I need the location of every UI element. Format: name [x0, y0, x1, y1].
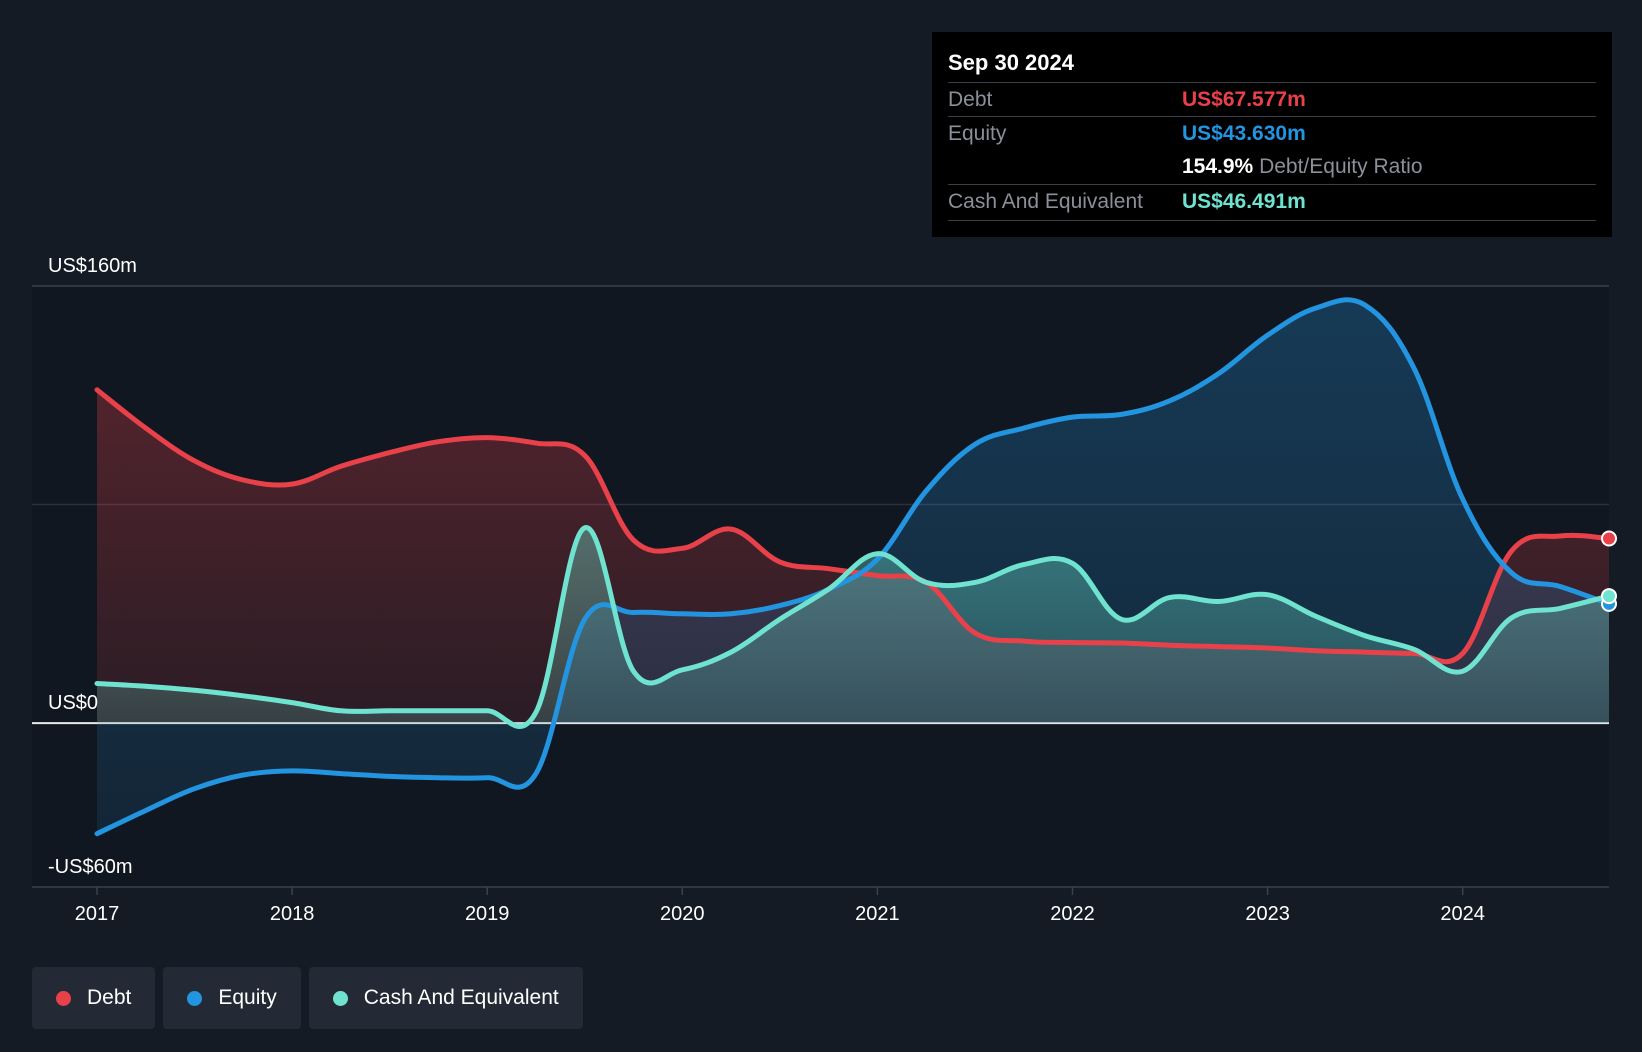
- equity-line: [94, 297, 1612, 837]
- series-end-markers: [1601, 530, 1617, 612]
- legend: Debt Equity Cash And Equivalent: [32, 967, 583, 1029]
- tooltip-divider: [948, 220, 1596, 221]
- x-tick-label: 2024: [1440, 903, 1485, 925]
- debt-area: [97, 389, 1609, 724]
- cash-dot-icon: [332, 990, 348, 1006]
- legend-item-debt[interactable]: Debt: [32, 967, 156, 1029]
- tooltip-panel: Sep 30 2024 Debt US$67.577m Equity US$43…: [932, 32, 1612, 237]
- cash-and-equivalent-line: [94, 525, 1612, 729]
- legend-cash-label: Cash And Equivalent: [363, 986, 559, 1009]
- tooltip-equity-value: US$43.630m: [1182, 122, 1306, 145]
- legend-item-cash[interactable]: Cash And Equivalent: [308, 967, 583, 1029]
- y-tick-label: -US$60m: [48, 856, 132, 878]
- series-areas: [97, 299, 1609, 834]
- tooltip-date: Sep 30 2024: [948, 50, 1074, 75]
- y-axis-labels: US$160m US$0 -US$60m: [48, 255, 137, 878]
- tooltip-row-cash: Cash And Equivalent US$46.491m: [948, 184, 1596, 219]
- tooltip-equity-label: Equity: [948, 122, 1007, 145]
- x-tick-label: 2017: [75, 903, 120, 925]
- debt-end-point[interactable]: [1601, 530, 1617, 547]
- tooltip-ratio: 154.9% Debt/Equity Ratio: [1182, 150, 1423, 184]
- tooltip-ratio-label: Debt/Equity Ratio: [1259, 155, 1423, 178]
- debt-dot-icon: [56, 990, 71, 1006]
- y-tick-label: US$160m: [48, 255, 137, 277]
- x-tick-label: 2019: [465, 903, 510, 925]
- tooltip-row-debt: Debt US$67.577m: [948, 82, 1596, 117]
- legend-item-equity[interactable]: Equity: [163, 967, 301, 1029]
- x-tick-label: 2018: [270, 903, 315, 925]
- tooltip-debt-value: US$67.577m: [1182, 88, 1306, 111]
- legend-debt-label: Debt: [87, 986, 132, 1009]
- tooltip-cash-label: Cash And Equivalent: [948, 190, 1143, 213]
- cash-and-equivalent-area: [97, 527, 1609, 727]
- x-tick-label: 2021: [855, 903, 900, 925]
- tooltip-ratio-value: 154.9%: [1182, 155, 1254, 178]
- tooltip-row-ratio: 154.9% Debt/Equity Ratio: [948, 150, 1596, 184]
- x-tick-label: 2023: [1245, 903, 1290, 925]
- x-tick-label: 2022: [1050, 903, 1095, 925]
- x-tick-label: 2020: [660, 903, 705, 925]
- x-axis-labels: 2017 2018 2019 2020 2021 2022 2023 2024: [75, 887, 1485, 925]
- tooltip-cash-value: US$46.491m: [1182, 190, 1306, 213]
- equity-dot-icon: [187, 990, 203, 1006]
- cash-and-equivalent-end-point[interactable]: [1601, 588, 1617, 605]
- legend-equity-label: Equity: [218, 986, 277, 1009]
- y-tick-label: US$0: [48, 692, 98, 714]
- tooltip-debt-label: Debt: [948, 88, 993, 111]
- tooltip-row-equity: Equity US$43.630m: [948, 116, 1596, 151]
- series-lines: [94, 297, 1612, 837]
